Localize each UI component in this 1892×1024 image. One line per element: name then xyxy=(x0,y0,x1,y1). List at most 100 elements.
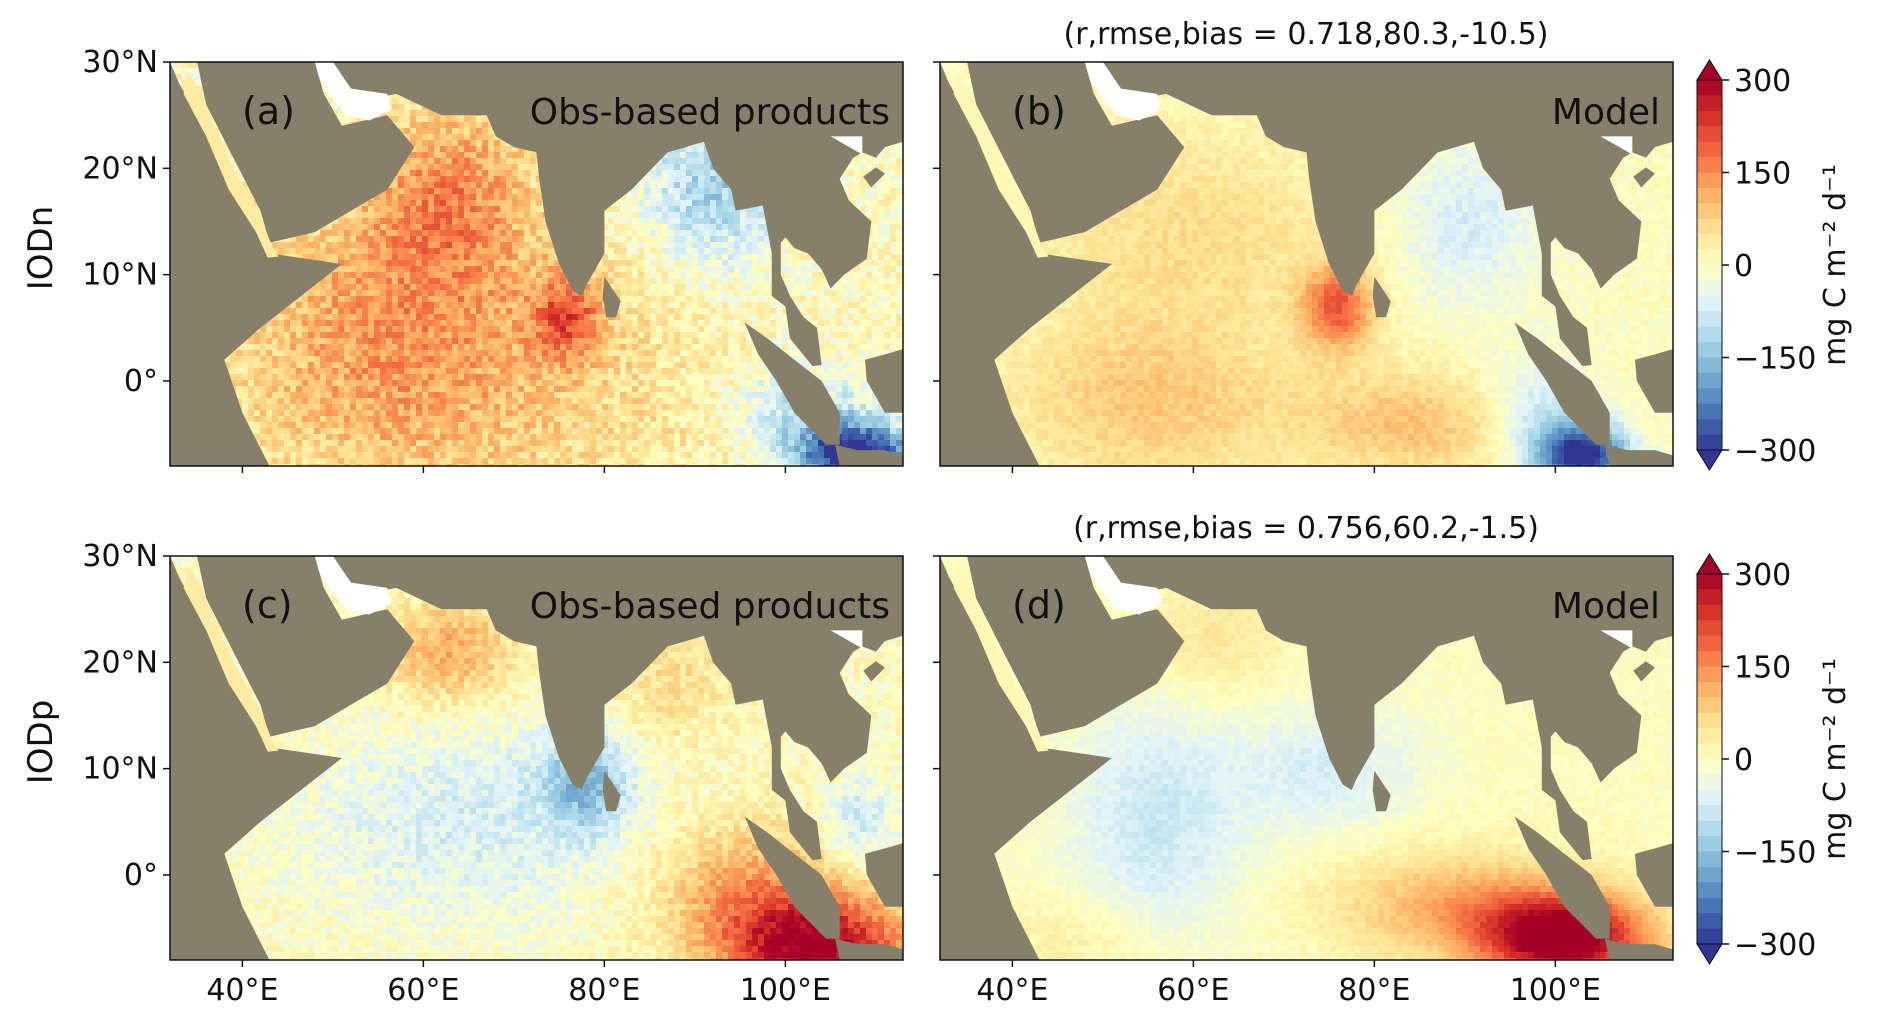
colorbar-segment xyxy=(1697,882,1722,899)
colorbar-tick-label: 300 xyxy=(1734,558,1791,593)
colorbar-segment xyxy=(1697,728,1722,745)
land-arabia xyxy=(967,556,1185,737)
land-borneo xyxy=(865,843,903,907)
row-label-iodp: IODp xyxy=(21,700,61,785)
water-indochina_w xyxy=(1600,136,1633,155)
land-borneo xyxy=(1635,349,1673,413)
colorbar-tick-label: 0 xyxy=(1734,249,1753,284)
colorbar-segment xyxy=(1697,666,1722,683)
colorbar-segment xyxy=(1697,403,1722,420)
water-persian xyxy=(1084,556,1162,615)
panel-d-land xyxy=(940,556,1673,960)
panel-d-title: Model xyxy=(1552,586,1660,627)
colorbar-segment xyxy=(1697,203,1722,220)
land-africa xyxy=(170,556,342,960)
red-sea xyxy=(953,72,1049,258)
land-arabia xyxy=(967,62,1185,243)
land-borneo xyxy=(1635,843,1673,907)
colorbar-segment xyxy=(1697,372,1722,389)
panel-a-frame xyxy=(169,61,904,467)
land-sri xyxy=(602,276,621,318)
land-java xyxy=(835,444,903,466)
red-sea xyxy=(183,72,279,258)
colorbar-tick-label: 300 xyxy=(1734,64,1791,99)
panel-d-frame xyxy=(939,555,1674,961)
lon-tick-label: 60°E xyxy=(387,973,459,1008)
panel-b-land xyxy=(940,62,1673,466)
colorbar-segment xyxy=(1697,789,1722,806)
colorbar-segment xyxy=(1697,295,1722,312)
lon-tick-label: 80°E xyxy=(568,973,640,1008)
land-sumatra xyxy=(1514,322,1610,445)
land-java xyxy=(1605,938,1673,960)
colorbar-segment xyxy=(1697,388,1722,405)
colorbar-segment xyxy=(1697,157,1722,173)
colorbar-segment xyxy=(1697,866,1722,883)
colorbar-label: mg C m⁻² d⁻¹ xyxy=(1818,164,1853,366)
colorbar-segment xyxy=(1697,187,1722,204)
panel-d-stats: (r,rmse,bias = 0.756,60.2,-1.5) xyxy=(1073,511,1539,546)
land-hainan xyxy=(863,661,885,682)
colorbar-segment xyxy=(1697,759,1722,775)
land-java xyxy=(835,938,903,960)
panel-c: 30°N 20°N 10°N 0° 40°E 60°E 80°E 100°E (c) Obs-ba… xyxy=(82,539,904,1008)
colorbar-segment xyxy=(1697,836,1722,852)
colorbar-segment xyxy=(1697,589,1722,606)
colorbar-extend-min xyxy=(1696,943,1723,965)
colorbar-segment xyxy=(1697,234,1722,251)
lat-tick-label: 20°N xyxy=(82,151,158,186)
colorbar-top: 300 150 0 −150 −300 mg C m⁻² d⁻¹ xyxy=(1696,59,1853,471)
colorbar-segment xyxy=(1697,774,1722,791)
panel-b-title: Model xyxy=(1552,92,1660,133)
colorbar-segment xyxy=(1697,712,1722,729)
lat-tick-label: 0° xyxy=(124,364,158,399)
colorbar-tick-label: 150 xyxy=(1734,157,1791,192)
lat-tick-label: 20°N xyxy=(82,645,158,680)
colorbar-tick-label: −300 xyxy=(1734,434,1816,469)
colorbar-segment xyxy=(1697,326,1722,343)
panel-c-title: Obs-based products xyxy=(530,586,890,627)
land-africa xyxy=(170,62,342,466)
colorbar-segment xyxy=(1697,604,1722,621)
colorbar-segment xyxy=(1697,851,1722,868)
panel-c-land xyxy=(170,556,903,960)
lon-tick-label: 80°E xyxy=(1338,973,1410,1008)
lat-tick-label: 10°N xyxy=(82,258,158,293)
land-iran xyxy=(1084,62,1673,367)
land-sumatra xyxy=(744,322,840,445)
water-persian xyxy=(314,62,392,121)
panel-a-land xyxy=(170,62,903,466)
lon-tick-label: 40°E xyxy=(976,973,1048,1008)
colorbar-segment xyxy=(1697,249,1722,266)
land-africa xyxy=(940,556,1112,960)
land-iran xyxy=(314,556,903,861)
colorbar-segment xyxy=(1697,265,1722,281)
colorbar-label: mg C m⁻² d⁻¹ xyxy=(1818,658,1853,860)
water-indochina_w xyxy=(830,630,863,649)
colorbar-extend-min xyxy=(1696,449,1723,471)
panel-c-map xyxy=(169,555,904,961)
red-sea xyxy=(183,566,279,752)
colorbar-segment xyxy=(1697,126,1722,143)
land-hainan xyxy=(1633,167,1655,188)
lat-tick-label: 30°N xyxy=(82,539,158,574)
colorbar-segment xyxy=(1697,805,1722,822)
colorbar-tick-label: −150 xyxy=(1734,836,1816,871)
panel-c-frame xyxy=(169,555,904,961)
colorbar-segment xyxy=(1697,635,1722,652)
colorbar-segment xyxy=(1697,820,1722,837)
panel-b-frame xyxy=(939,61,1674,467)
land-hainan xyxy=(1633,661,1655,682)
lat-tick-label: 10°N xyxy=(82,752,158,787)
colorbar-segment xyxy=(1697,620,1722,637)
lon-tick-label: 100°E xyxy=(740,973,831,1008)
colorbar-segment xyxy=(1697,141,1722,158)
land-arabia xyxy=(197,556,415,737)
lon-tick-label: 100°E xyxy=(1510,973,1601,1008)
lat-tick-label: 30°N xyxy=(82,45,158,80)
colorbar-segment xyxy=(1697,110,1722,127)
colorbar-segment xyxy=(1697,651,1722,667)
water-persian xyxy=(314,556,392,615)
panel-b: (r,rmse,bias = 0.718,80.3,-10.5) (b) Model xyxy=(933,17,1674,473)
